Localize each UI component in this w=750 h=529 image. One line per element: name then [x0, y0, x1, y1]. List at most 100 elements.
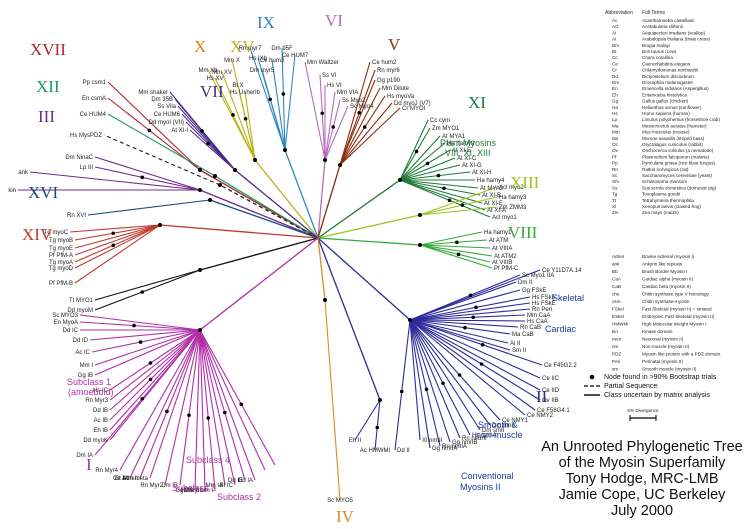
leaf-label: Dm myr5 [250, 68, 275, 74]
abbrev-code: Tg [612, 192, 618, 197]
abbrev-code: Peri [612, 359, 620, 364]
abbrev-term: Chlamydomonas reinhardtii [642, 68, 698, 73]
leaf-label: At VIIIB [492, 260, 512, 266]
branch [409, 289, 521, 321]
branch [254, 159, 319, 239]
branch [199, 329, 226, 486]
branch [409, 319, 526, 322]
abbrev-term: Chitin synthase type V homology [642, 292, 710, 297]
abbrev-term: Chitin synthase-myosin [642, 299, 690, 304]
abbrev-term: Caenorhabditis elegans [642, 61, 691, 66]
leaf-label: Pf PfM-B [49, 281, 73, 287]
leaf-label: Dd myoK [83, 438, 108, 444]
abbrev-code: Adren [612, 254, 625, 259]
branch [409, 319, 471, 436]
branch [399, 164, 461, 181]
branch [199, 237, 319, 331]
leaf-label: Rn myr7 [239, 46, 262, 52]
branch [409, 296, 531, 321]
leaf-label: Ss Vila [157, 104, 176, 110]
legend: Node found in >90% Bootstrap trials Parti… [584, 374, 717, 399]
leaf-label: At XI-I [171, 128, 188, 134]
bootstrap-node [222, 410, 227, 415]
bootstrap-node [378, 398, 382, 402]
class-label: XV [230, 37, 255, 56]
branch [199, 189, 319, 239]
branch [419, 231, 483, 246]
abbrev-term: Acetabularia cliftonii [642, 24, 683, 29]
abbrev-term: Sus scrofa domestica (domestic pig) [642, 185, 717, 190]
branch [419, 206, 498, 216]
leaf-label: At XI-C [457, 156, 477, 162]
abbrev-code: Ai [612, 30, 616, 35]
leaf-label: Dm II [518, 280, 533, 286]
class-label: IV [336, 507, 355, 526]
branch [29, 171, 201, 191]
bootstrap-node [281, 92, 286, 96]
leaf-label: Dd II [397, 448, 410, 454]
leaf-label: Hs VI [327, 83, 342, 89]
leaf-labels: Pp csm1 En csmA Ce HUM4 Hs MysPDZ Dm NinaC Lp… [8, 46, 582, 504]
branch [221, 71, 256, 161]
group-label: Conventional [461, 471, 514, 481]
abbrev-code: kin [612, 329, 618, 334]
group-label: (amoeboid) [68, 387, 114, 397]
abbrev-code: neur [612, 337, 622, 342]
abbrev-term: Fast Skeletal (myosin II) = striated [642, 307, 712, 312]
abbrev-term: Bos taurus (cow) [642, 49, 677, 54]
branch [409, 319, 491, 426]
leaf-label: Rn Peri [532, 307, 552, 313]
scale-label: 5% Divergence [627, 408, 659, 413]
abbrev-code: sm [612, 367, 618, 372]
leaf-label: Hs FSkE [532, 301, 556, 307]
branch [317, 164, 341, 239]
branch [317, 237, 411, 321]
branch [317, 159, 326, 239]
leaf-label: Ma CaB [512, 332, 534, 338]
bootstrap-node [198, 328, 202, 332]
bootstrap-node [148, 377, 153, 382]
abbrev-code: Dd [612, 74, 618, 79]
branch [409, 319, 526, 416]
branch [339, 69, 376, 166]
leaf-label: Dd ID [73, 338, 89, 344]
abbrev-term: Homo sapiens (human) [642, 111, 690, 116]
abbrev-code: Pf [612, 154, 617, 159]
branch [399, 179, 486, 211]
bootstrap-node [138, 340, 143, 344]
leaf-label: Pf PfM-C [494, 266, 519, 272]
branch [399, 149, 451, 181]
bootstrap-node [357, 110, 362, 115]
legend-dot [589, 374, 595, 380]
bootstrap-node [480, 342, 485, 347]
leaf-label: Dd IC [63, 328, 79, 334]
bootstrap-node [165, 409, 169, 414]
branch [324, 99, 341, 161]
abbrev-code: Hs [612, 111, 618, 116]
abbrev-code: Ha [612, 105, 618, 110]
branch [94, 329, 201, 366]
branch [109, 329, 201, 391]
leaf-label: Zm ZMM3 [499, 205, 527, 211]
leaf-label: Rn myr6 [377, 68, 400, 74]
abbrev-term: Onchocerca volvulus (a nematode) [642, 148, 714, 153]
branch [399, 127, 431, 181]
bootstrap-node [463, 325, 467, 330]
branch [409, 319, 536, 411]
leaf-label: Acl myo1 [492, 215, 517, 221]
branch [399, 171, 471, 181]
branch [139, 329, 201, 479]
branch [324, 299, 341, 501]
leaf-label: Ac HMWMI [360, 448, 391, 454]
branch [87, 199, 211, 216]
branch [109, 329, 201, 431]
leaf-label: At MYA1 [442, 134, 466, 140]
class-label: XII [36, 77, 60, 96]
branch [399, 179, 481, 196]
legend-text: Partial Sequence [604, 383, 657, 390]
branch [317, 237, 326, 301]
leaf-label: Ss VI [322, 73, 337, 79]
branch [317, 179, 401, 239]
bootstrap-node [198, 188, 202, 192]
